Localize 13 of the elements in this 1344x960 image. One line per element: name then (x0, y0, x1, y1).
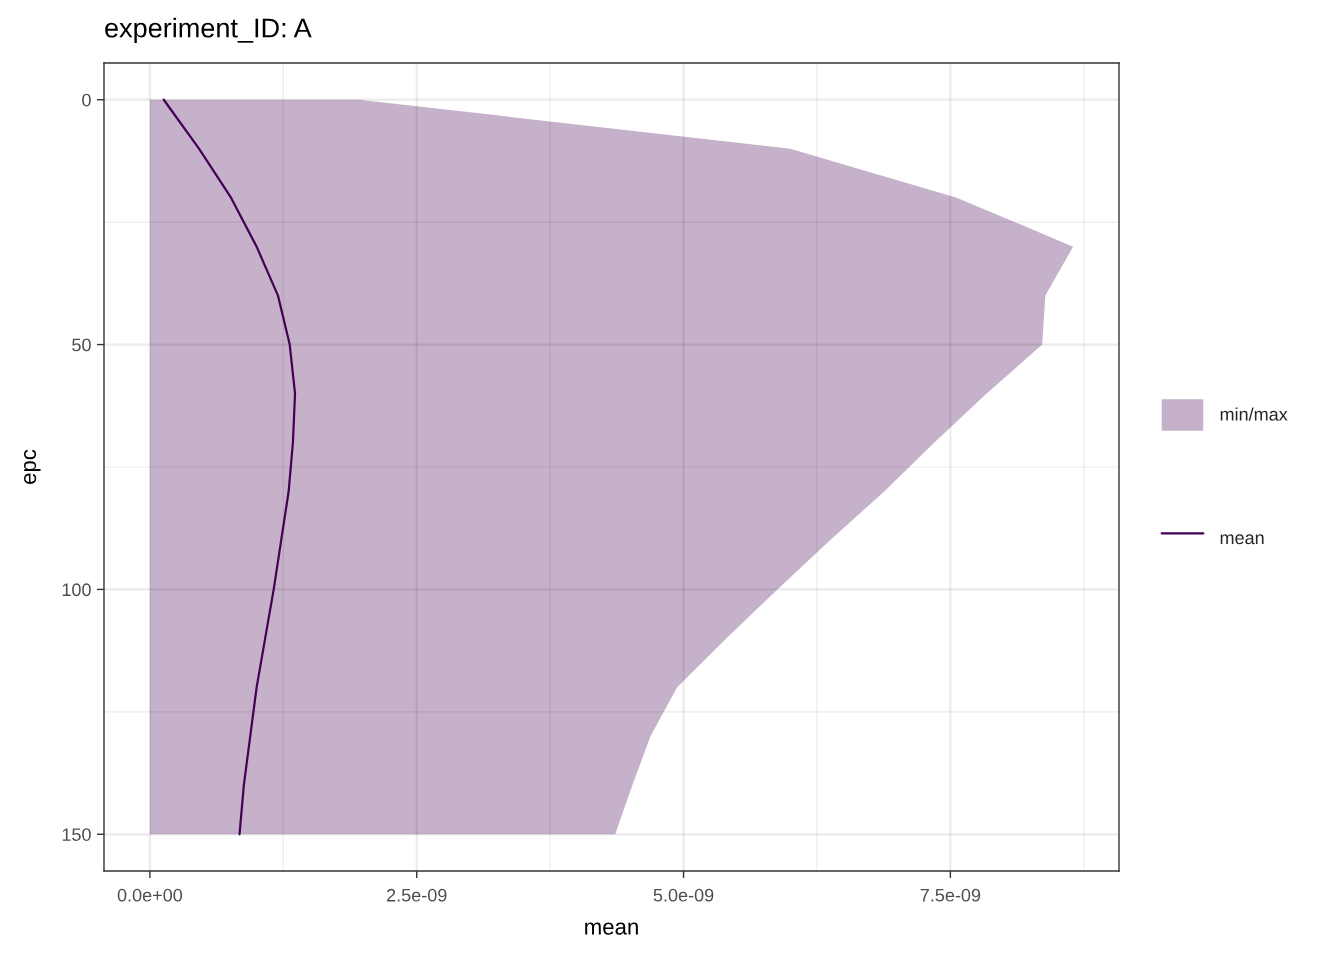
y-tick-label: 150 (62, 828, 91, 841)
legend-label: mean (1220, 534, 1264, 545)
x-tick-label: 0.0e+00 (117, 888, 183, 902)
chart-title: experiment_ID: A (105, 17, 312, 43)
x-tick-label: 5.0e-09 (653, 888, 714, 902)
y-tick-label: 50 (72, 338, 91, 352)
x-tick-label: 2.5e-09 (387, 888, 447, 902)
x-tick-label: 7.5e-09 (920, 888, 981, 902)
y-tick-label: 0 (82, 93, 91, 107)
y-tick-label: 100 (62, 583, 91, 597)
y-axis-title: epc (23, 449, 41, 484)
legend-label: min/max (1220, 407, 1288, 421)
x-axis-title: mean (585, 922, 638, 935)
